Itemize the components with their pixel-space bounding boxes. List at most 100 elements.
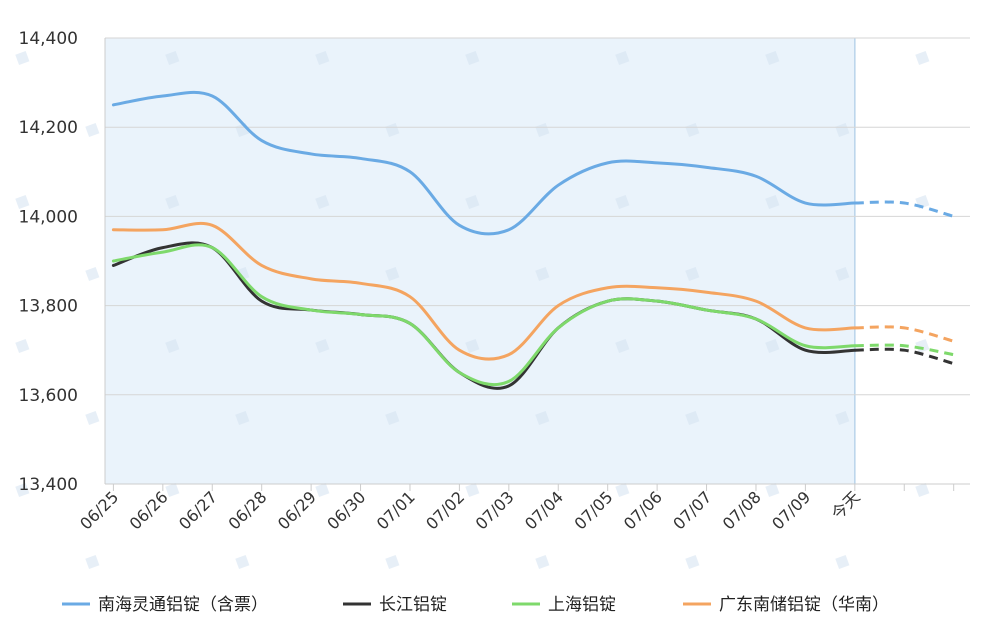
watermark-logo [835, 554, 850, 570]
watermark-logo [315, 194, 330, 210]
watermark-logo-mark [315, 338, 330, 354]
watermark-logo [765, 482, 780, 498]
watermark-logo [165, 482, 180, 498]
x-tick-label: 06/30 [323, 487, 369, 533]
legend-item[interactable]: 南海灵通铝锭（含票） [62, 595, 268, 615]
series-forecast-line-1 [854, 200, 955, 218]
watermark-logo [535, 554, 550, 570]
watermark-logo [165, 338, 180, 354]
history-region [105, 38, 855, 484]
legend-item[interactable]: 长江铝锭 [343, 595, 447, 615]
watermark-logo [15, 482, 30, 498]
watermark-logo [465, 338, 480, 354]
x-tick-label: 07/04 [521, 487, 567, 533]
watermark-logo-mark [535, 266, 550, 282]
x-tick-label: 07/03 [472, 487, 518, 533]
watermark-logo-mark [685, 410, 700, 426]
watermark-logo-mark [235, 554, 250, 570]
watermark-logo-mark [465, 338, 480, 354]
watermark-logo-mark [535, 122, 550, 138]
watermark-logo-mark [165, 482, 180, 498]
watermark-logo [15, 194, 30, 210]
legend-label: 长江铝锭 [379, 595, 447, 615]
legend-label: 上海铝锭 [548, 595, 616, 615]
watermark-logo-mark [765, 50, 780, 66]
watermark-logo [235, 554, 250, 570]
watermark-logo [315, 338, 330, 354]
watermark-logo [535, 410, 550, 426]
watermark-logo [465, 194, 480, 210]
legend-item[interactable]: 广东南储铝锭（华南） [683, 595, 889, 615]
watermark-logo-mark [15, 338, 30, 354]
watermark-logo-mark [915, 338, 930, 354]
watermark-logo [85, 554, 100, 570]
watermark-logo-mark [385, 554, 400, 570]
series-forecast-line-2 [854, 347, 955, 366]
watermark-logo-mark [835, 266, 850, 282]
x-tick-label: 06/29 [274, 487, 320, 533]
watermark-logo-mark [615, 482, 630, 498]
watermark-logo [315, 50, 330, 66]
watermark-logo-mark [385, 266, 400, 282]
watermark-logo-mark [685, 266, 700, 282]
watermark-logo [385, 410, 400, 426]
watermark-logo-mark [765, 194, 780, 210]
watermark-logo-mark [685, 554, 700, 570]
watermark-logo [165, 50, 180, 66]
watermark-logo [915, 50, 930, 66]
watermark-logo [685, 122, 700, 138]
x-tick-label: 06/26 [126, 487, 172, 533]
watermark-logo [835, 410, 850, 426]
watermark-logo [685, 554, 700, 570]
legend-item[interactable]: 上海铝锭 [512, 595, 616, 615]
watermark-logo [535, 266, 550, 282]
series-forecast-line-4 [854, 325, 955, 343]
x-tick-label: 06/28 [224, 487, 270, 533]
watermark-logo [315, 482, 330, 498]
watermark-logo-mark [915, 482, 930, 498]
watermark-logo-mark [465, 194, 480, 210]
watermark-logo-mark [465, 50, 480, 66]
watermark-logo-mark [835, 554, 850, 570]
watermark-logo [465, 50, 480, 66]
x-tick-label: 07/02 [422, 487, 468, 533]
watermark-logo [385, 122, 400, 138]
watermark-logo-mark [465, 482, 480, 498]
watermark-logo-mark [385, 410, 400, 426]
watermark-logo-mark [315, 194, 330, 210]
watermark-logo [915, 482, 930, 498]
x-tick-label: 06/25 [76, 487, 122, 533]
series-line-4 [111, 221, 857, 361]
watermark-logo [835, 122, 850, 138]
watermark-logo-mark [615, 50, 630, 66]
watermark-logo [685, 410, 700, 426]
watermark-logo [535, 122, 550, 138]
watermark-logo-mark [835, 410, 850, 426]
watermark-logo-mark [15, 482, 30, 498]
legend-label: 南海灵通铝锭（含票） [98, 595, 268, 615]
x-tick-label: 07/05 [570, 487, 616, 533]
x-tick-label: 07/01 [373, 487, 419, 533]
x-tick-label: 今天 [828, 487, 864, 523]
watermark-logo-mark [765, 482, 780, 498]
watermark-logo-mark [85, 554, 100, 570]
watermark-logo-mark [315, 482, 330, 498]
watermark-logo [85, 122, 100, 138]
watermark-logo-mark [15, 50, 30, 66]
watermark-logo-mark [315, 50, 330, 66]
watermark-logo-mark [765, 338, 780, 354]
series-forecast-line-3 [854, 343, 954, 357]
watermark-logo [915, 338, 930, 354]
watermark-logo [615, 50, 630, 66]
watermark-logo-mark [915, 50, 930, 66]
y-tick-label: 13,400 [19, 475, 78, 495]
watermark-logo-mark [85, 122, 100, 138]
y-tick-label: 14,200 [19, 118, 78, 138]
y-tick-label: 14,000 [19, 207, 78, 227]
watermark-logo [85, 410, 100, 426]
legend-label: 广东南储铝锭（华南） [719, 595, 889, 615]
watermark-logo-mark [235, 410, 250, 426]
watermark-logo [465, 482, 480, 498]
watermark-logo-mark [835, 122, 850, 138]
